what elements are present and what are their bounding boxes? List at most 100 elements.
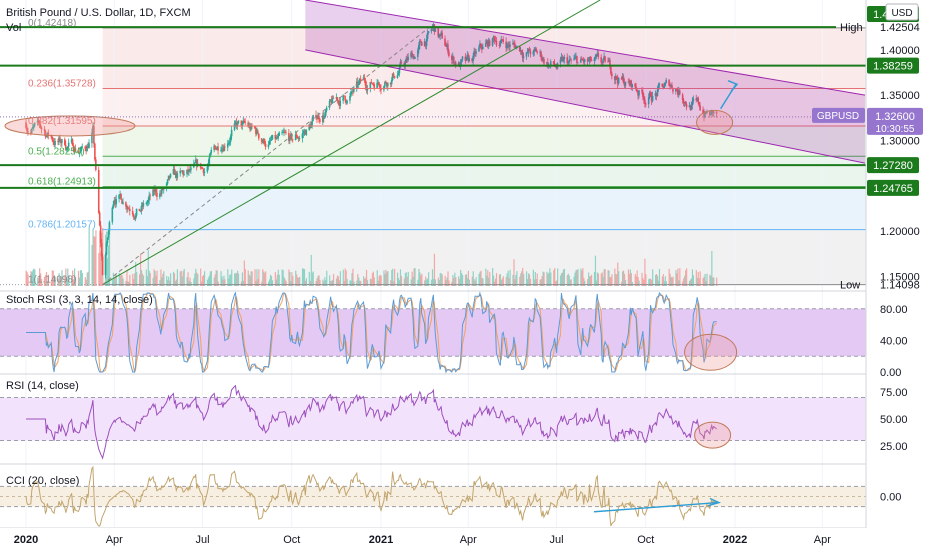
channel-lower[interactable] (305, 49, 866, 164)
volume-bar (669, 273, 671, 286)
volume-bar (448, 280, 450, 286)
volume-bar (514, 279, 516, 286)
currency-button[interactable] (885, 3, 919, 21)
volume-bar (352, 268, 354, 286)
volume-bar (258, 269, 260, 286)
candle-body (288, 132, 290, 141)
candle-body (398, 67, 401, 74)
candle-body (580, 59, 583, 60)
candle-body (582, 59, 585, 63)
candle-body (430, 28, 433, 32)
candle-body (622, 76, 625, 83)
volume-bar (148, 270, 150, 286)
rsi-ellipse[interactable] (694, 421, 732, 449)
candle-body (128, 208, 130, 210)
volume-bar (114, 274, 116, 286)
volume-bar (482, 278, 484, 286)
candle-body (546, 62, 548, 64)
volume-bar (583, 277, 585, 286)
candle-body (305, 129, 308, 135)
volume-bar (689, 279, 692, 286)
volume-bar (567, 273, 569, 286)
volume-bar (265, 271, 267, 286)
volume-bar (406, 276, 408, 286)
volume-bar (577, 268, 579, 286)
channel-upper[interactable] (305, 0, 866, 96)
volume-bar (254, 269, 256, 286)
candle-body (709, 111, 711, 116)
highlight-ellipse[interactable] (696, 109, 734, 135)
price-badge-label: 1.24765 (873, 183, 913, 195)
candle-body (188, 169, 190, 172)
volume-bar (706, 273, 708, 286)
price-badge[interactable] (867, 179, 919, 196)
candle-body (78, 152, 81, 154)
candle-body (243, 120, 246, 122)
candle-body (426, 33, 429, 39)
candle-body (620, 78, 623, 80)
candle-body (302, 133, 305, 134)
candle-body (275, 137, 278, 139)
candle-body (291, 139, 294, 141)
candle-body (413, 56, 415, 59)
candle-body (176, 173, 179, 178)
volume-bar (548, 272, 550, 286)
candle-body (175, 172, 178, 178)
volume-bar (712, 277, 714, 286)
candle-body (379, 85, 381, 89)
fib-label: 0.618(1.24913) (28, 177, 96, 188)
candle-body (681, 94, 684, 100)
volume-bar (271, 280, 274, 286)
candle-body (264, 143, 267, 148)
candle-body (710, 110, 713, 113)
cci-trend-arrow[interactable] (593, 501, 719, 513)
stoch-ellipse[interactable] (684, 333, 738, 371)
volume-bar (523, 273, 525, 286)
volume-bar (512, 274, 514, 286)
volume-bar (139, 253, 142, 286)
volume-bar (711, 250, 713, 286)
volume-bar (309, 280, 311, 286)
symbol-tag[interactable] (812, 107, 865, 123)
candle-body (543, 58, 545, 64)
candle-body (466, 54, 469, 57)
volume-bar (194, 273, 196, 286)
volume-bar (428, 272, 430, 286)
volume-bar (346, 279, 348, 286)
trendline[interactable] (102, 0, 601, 285)
volume-bar (319, 279, 321, 286)
price-axis[interactable]: 1.400001.350001.300001.200001.150001.424… (0, 0, 932, 528)
volume-bar (692, 275, 695, 286)
price-badge[interactable] (867, 157, 919, 174)
volume-bar (182, 271, 184, 286)
candle-body (166, 179, 169, 184)
volume-bar (686, 268, 688, 286)
highlight-ellipse[interactable] (4, 115, 136, 137)
volume-bar (621, 281, 623, 286)
candle-body (390, 80, 393, 85)
candle-body (27, 130, 29, 133)
volume-bar (234, 273, 236, 286)
price-badge[interactable] (867, 57, 919, 74)
volume-bar (186, 277, 188, 286)
candle-body (403, 62, 406, 66)
candle-body (335, 97, 338, 99)
volume-bar (575, 269, 577, 286)
volume-bar (237, 273, 240, 286)
candle-body (172, 169, 175, 175)
candle-body (637, 91, 639, 96)
volume-bar (614, 268, 616, 286)
candle-body (384, 82, 386, 87)
candle-body (303, 130, 306, 134)
volume-bar (644, 258, 646, 286)
time-axis[interactable]: 2020 Apr Jul Oct 2021 Apr Jul Oct 2022 Apr (0, 528, 932, 550)
volume-bar (529, 278, 532, 286)
volume-bar (359, 280, 361, 286)
candle-body (460, 59, 463, 63)
last-price-badge[interactable] (867, 107, 923, 135)
rsi-title: RSI (14, close) (6, 380, 79, 392)
volume-bar (536, 273, 538, 286)
volume-bar (668, 268, 670, 286)
drawings[interactable]: 0(1.42418) 0.236(1.35728) 0.382(1.31595) 0.… (0, 0, 866, 292)
